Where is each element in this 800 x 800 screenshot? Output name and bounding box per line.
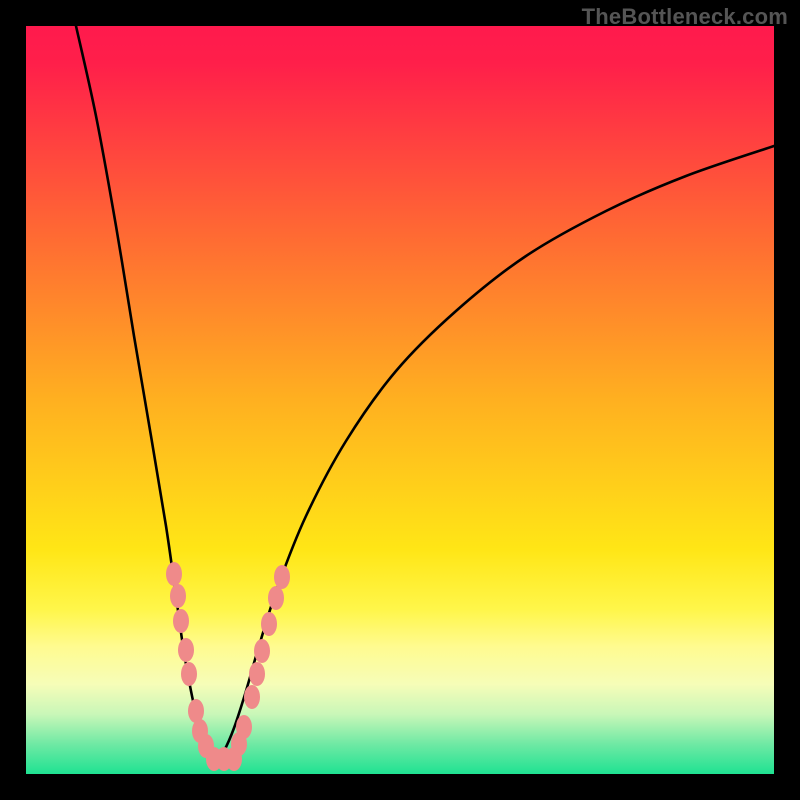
data-marker (178, 638, 194, 662)
data-marker (274, 565, 290, 589)
data-marker (166, 562, 182, 586)
data-marker (249, 662, 265, 686)
data-marker (261, 612, 277, 636)
watermark-text: TheBottleneck.com (582, 4, 788, 30)
data-marker (170, 584, 186, 608)
plot-area (26, 26, 774, 774)
data-marker (244, 685, 260, 709)
gradient-background (26, 26, 774, 774)
data-marker (173, 609, 189, 633)
chart-svg (26, 26, 774, 774)
data-marker (181, 662, 197, 686)
data-marker (268, 586, 284, 610)
chart-frame: TheBottleneck.com (0, 0, 800, 800)
data-marker (254, 639, 270, 663)
data-marker (236, 715, 252, 739)
